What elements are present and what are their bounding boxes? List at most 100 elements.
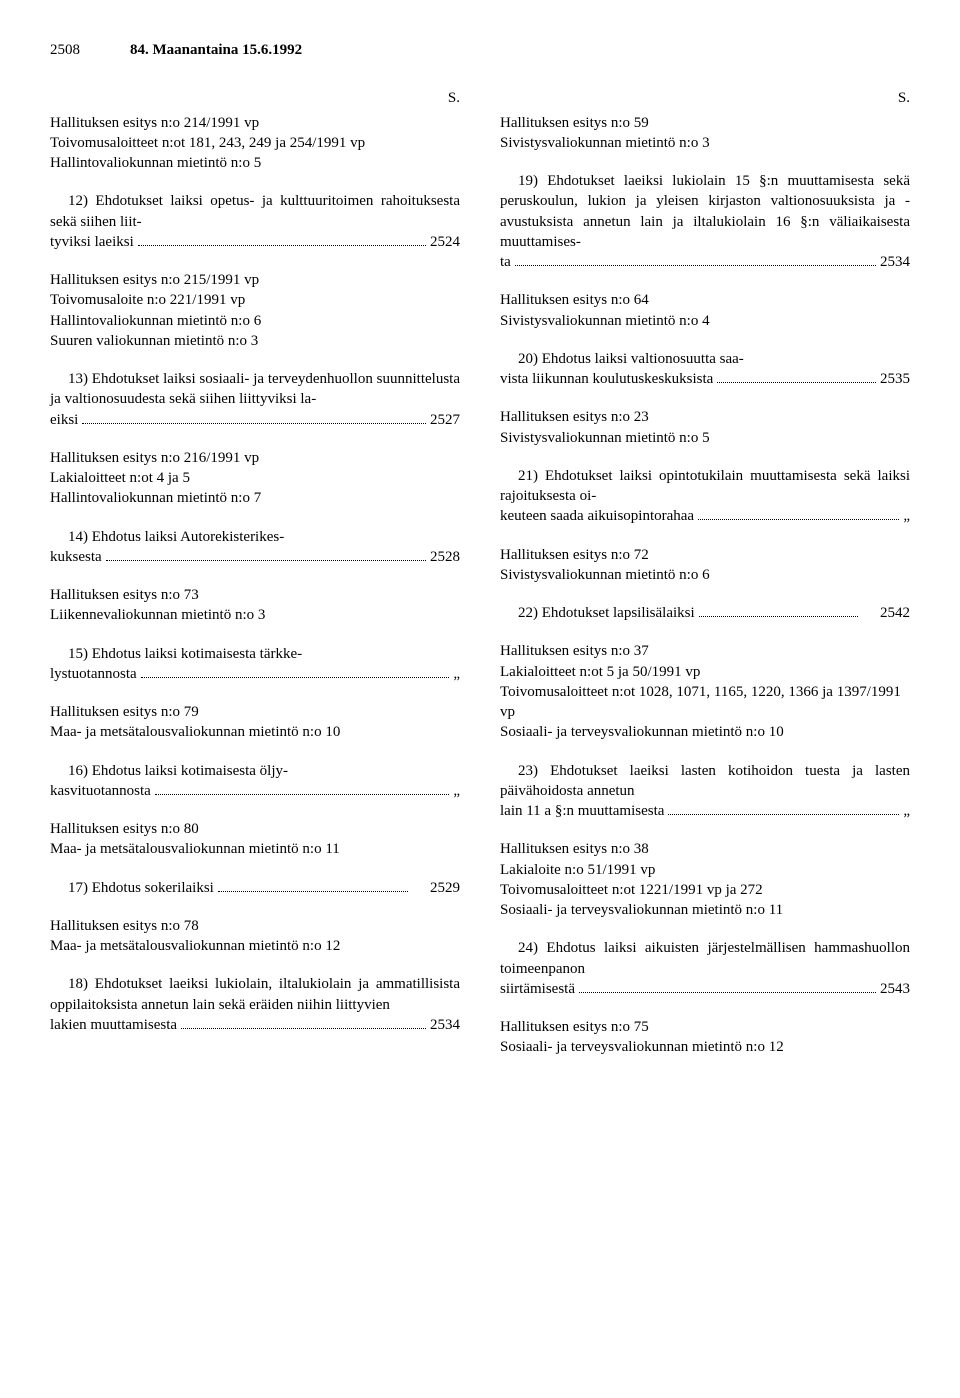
- entry-line: Sivistysvaliokunnan mietintö n:o 6: [500, 565, 910, 585]
- entry-text: 21) Ehdotukset laiksi opintotukilain muu…: [500, 466, 910, 507]
- page-ref: „: [453, 781, 460, 801]
- leader-dots: [668, 814, 899, 815]
- entry-last: tyviksi laeiksi: [50, 232, 134, 252]
- entry: Hallituksen esitys n:o 64 Sivistysvaliok…: [500, 290, 910, 331]
- page-ref: 2524: [430, 232, 460, 252]
- page-ref: „: [453, 664, 460, 684]
- entry: 22) Ehdotukset lapsilisälaiksi 2542: [500, 603, 910, 623]
- left-column: S. Hallituksen esitys n:o 214/1991 vp To…: [50, 88, 460, 1075]
- entry-text: 19) Ehdotukset laeiksi lukiolain 15 §:n …: [500, 171, 910, 252]
- entry-line: Suuren valiokunnan mietintö n:o 3: [50, 331, 460, 351]
- leader-dots: [698, 519, 899, 520]
- leader-dots: [106, 560, 426, 561]
- entry-last: lain 11 a §:n muuttamisesta: [500, 801, 664, 821]
- entry-last: lakien muuttamisesta: [50, 1015, 177, 1035]
- entry-line: Toivomusaloitteet n:ot 1028, 1071, 1165,…: [500, 682, 910, 723]
- leader-dots: [717, 382, 876, 383]
- entry: 18) Ehdotukset laeiksi lukiolain, iltalu…: [50, 974, 460, 1035]
- entry: Hallituksen esitys n:o 215/1991 vp Toivo…: [50, 270, 460, 351]
- entry-line: Hallituksen esitys n:o 214/1991 vp: [50, 113, 460, 133]
- entry: 15) Ehdotus laiksi kotimaisesta tärkke- …: [50, 644, 460, 685]
- entry: Hallituksen esitys n:o 72 Sivistysvaliok…: [500, 545, 910, 586]
- entry-last: 17) Ehdotus sokerilaiksi: [50, 878, 214, 898]
- entry-last: lystuotannosta: [50, 664, 137, 684]
- entry-line: Hallituksen esitys n:o 78: [50, 916, 460, 936]
- entry: 21) Ehdotukset laiksi opintotukilain muu…: [500, 466, 910, 527]
- entry-line: Sosiaali- ja terveysvaliokunnan mietintö…: [500, 1037, 910, 1057]
- entry-text: 13) Ehdotukset laiksi sosiaali- ja terve…: [50, 369, 460, 410]
- s-label: S.: [448, 88, 460, 108]
- entry-last: siirtämisestä: [500, 979, 575, 999]
- entry: 19) Ehdotukset laeiksi lukiolain 15 §:n …: [500, 171, 910, 272]
- entry: Hallituksen esitys n:o 59 Sivistysvaliok…: [500, 113, 910, 154]
- page-header: 2508 84. Maanantaina 15.6.1992: [50, 40, 910, 60]
- entry: 23) Ehdotukset laeiksi lasten kotihoidon…: [500, 761, 910, 822]
- entry-text: 14) Ehdotus laiksi Autorekisterikes-: [50, 527, 460, 547]
- entry-line: Hallituksen esitys n:o 38: [500, 839, 910, 859]
- entry-text: 15) Ehdotus laiksi kotimaisesta tärkke-: [50, 644, 460, 664]
- entry-line: Lakialoitteet n:ot 5 ja 50/1991 vp: [500, 662, 910, 682]
- leader-dots: [141, 677, 450, 678]
- entry-line: Sivistysvaliokunnan mietintö n:o 3: [500, 133, 910, 153]
- page-ref: „: [903, 801, 910, 821]
- entry-line: Toivomusaloitteet n:ot 181, 243, 249 ja …: [50, 133, 460, 153]
- entry-line: Toivomusaloite n:o 221/1991 vp: [50, 290, 460, 310]
- entry-last: kuksesta: [50, 547, 102, 567]
- page-ref: 2527: [430, 410, 460, 430]
- entry-line: Hallituksen esitys n:o 215/1991 vp: [50, 270, 460, 290]
- entry: 12) Ehdotukset laiksi opetus- ja kulttuu…: [50, 191, 460, 252]
- entry: Hallituksen esitys n:o 38 Lakialoite n:o…: [500, 839, 910, 920]
- entry-line: Hallituksen esitys n:o 37: [500, 641, 910, 661]
- entry-text: 18) Ehdotukset laeiksi lukiolain, iltalu…: [50, 974, 460, 1015]
- page-number: 2508: [50, 40, 130, 60]
- leader-dots: [138, 245, 426, 246]
- entry-line: Hallintovaliokunnan mietintö n:o 7: [50, 488, 460, 508]
- entry-last: eiksi: [50, 410, 78, 430]
- entry-text: 24) Ehdotus laiksi aikuisten järjestelmä…: [500, 938, 910, 979]
- leader-dots: [155, 794, 450, 795]
- entry-last: vista liikunnan koulutuskeskuksista: [500, 369, 713, 389]
- entry: Hallituksen esitys n:o 216/1991 vp Lakia…: [50, 448, 460, 509]
- page-ref: 2534: [430, 1015, 460, 1035]
- entry-last: ta: [500, 252, 511, 272]
- entry: Hallituksen esitys n:o 23 Sivistysvaliok…: [500, 407, 910, 448]
- entry: 20) Ehdotus laiksi valtionosuutta saa- v…: [500, 349, 910, 390]
- entry-last: 22) Ehdotukset lapsilisälaiksi: [500, 603, 695, 623]
- page-ref: 2528: [430, 547, 460, 567]
- leader-dots: [699, 616, 858, 617]
- entry-line: Hallituksen esitys n:o 73: [50, 585, 460, 605]
- entry-line: Lakialoitteet n:ot 4 ja 5: [50, 468, 460, 488]
- entry-line: Maa- ja metsätalousvaliokunnan mietintö …: [50, 839, 460, 859]
- leader-dots: [218, 891, 408, 892]
- entry-line: Hallituksen esitys n:o 72: [500, 545, 910, 565]
- entry-line: Lakialoite n:o 51/1991 vp: [500, 860, 910, 880]
- leader-dots: [515, 265, 876, 266]
- page-ref: 2535: [880, 369, 910, 389]
- entry-last: kasvituotannosta: [50, 781, 151, 801]
- leader-dots: [82, 423, 426, 424]
- entry-line: Sosiaali- ja terveysvaliokunnan mietintö…: [500, 900, 910, 920]
- page-ref: 2534: [880, 252, 910, 272]
- entry: Hallituksen esitys n:o 73 Liikennevaliok…: [50, 585, 460, 626]
- entry: 13) Ehdotukset laiksi sosiaali- ja terve…: [50, 369, 460, 430]
- entry-line: Hallituksen esitys n:o 59: [500, 113, 910, 133]
- entry-line: Liikennevaliokunnan mietintö n:o 3: [50, 605, 460, 625]
- entry-line: Sosiaali- ja terveysvaliokunnan mietintö…: [500, 722, 910, 742]
- entry: Hallituksen esitys n:o 37 Lakialoitteet …: [500, 641, 910, 742]
- entry: Hallituksen esitys n:o 214/1991 vp Toivo…: [50, 113, 460, 174]
- columns: S. Hallituksen esitys n:o 214/1991 vp To…: [50, 88, 910, 1075]
- page-ref: 2542: [862, 603, 910, 623]
- entry: 14) Ehdotus laiksi Autorekisterikes- kuk…: [50, 527, 460, 568]
- entry-line: Sivistysvaliokunnan mietintö n:o 4: [500, 311, 910, 331]
- page-ref: 2543: [880, 979, 910, 999]
- entry-text: 16) Ehdotus laiksi kotimaisesta öljy-: [50, 761, 460, 781]
- entry-line: Maa- ja metsätalousvaliokunnan mietintö …: [50, 936, 460, 956]
- entry-line: Sivistysvaliokunnan mietintö n:o 5: [500, 428, 910, 448]
- entry-line: Hallintovaliokunnan mietintö n:o 6: [50, 311, 460, 331]
- leader-dots: [181, 1028, 426, 1029]
- entry-line: Hallituksen esitys n:o 79: [50, 702, 460, 722]
- leader-dots: [579, 992, 876, 993]
- page-title: 84. Maanantaina 15.6.1992: [130, 40, 302, 60]
- s-label: S.: [898, 88, 910, 108]
- entry-line: Hallituksen esitys n:o 75: [500, 1017, 910, 1037]
